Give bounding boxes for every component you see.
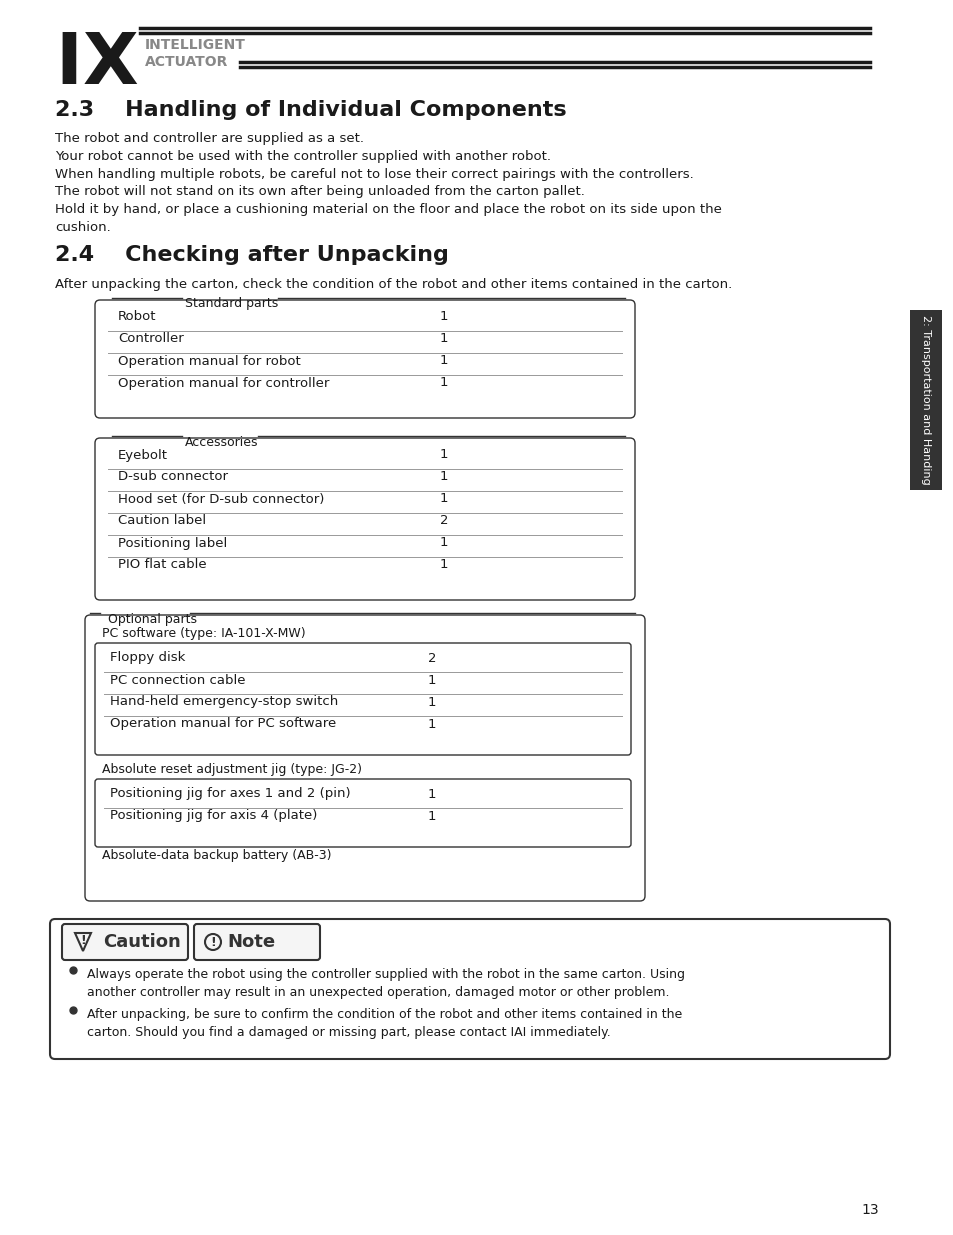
Text: Operation manual for PC software: Operation manual for PC software <box>110 718 335 730</box>
Text: PIO flat cable: PIO flat cable <box>118 558 207 572</box>
FancyBboxPatch shape <box>95 779 630 847</box>
Text: After unpacking, be sure to confirm the condition of the robot and other items c: After unpacking, be sure to confirm the … <box>87 1008 681 1039</box>
Text: 1: 1 <box>439 471 448 483</box>
Text: Accessories: Accessories <box>185 436 258 448</box>
Text: Positioning jig for axis 4 (plate): Positioning jig for axis 4 (plate) <box>110 809 317 823</box>
Text: After unpacking the carton, check the condition of the robot and other items con: After unpacking the carton, check the co… <box>55 278 732 291</box>
Text: 1: 1 <box>439 493 448 505</box>
Text: I: I <box>55 30 82 99</box>
Text: Optional parts: Optional parts <box>108 613 196 625</box>
Text: Operation manual for robot: Operation manual for robot <box>118 354 300 368</box>
Text: Hood set (for D-sub connector): Hood set (for D-sub connector) <box>118 493 324 505</box>
FancyBboxPatch shape <box>85 615 644 902</box>
Text: Positioning jig for axes 1 and 2 (pin): Positioning jig for axes 1 and 2 (pin) <box>110 788 351 800</box>
Text: 13: 13 <box>861 1203 878 1216</box>
Text: The robot and controller are supplied as a set.
Your robot cannot be used with t: The robot and controller are supplied as… <box>55 132 693 182</box>
FancyBboxPatch shape <box>50 919 889 1058</box>
Text: Robot: Robot <box>118 310 156 324</box>
Text: 2: 2 <box>428 652 436 664</box>
Text: Operation manual for controller: Operation manual for controller <box>118 377 329 389</box>
Text: Caution: Caution <box>103 932 180 951</box>
Text: Eyebolt: Eyebolt <box>118 448 168 462</box>
Text: 2: Transportation and Handing: 2: Transportation and Handing <box>920 315 930 485</box>
Text: PC software (type: IA-101-X-MW): PC software (type: IA-101-X-MW) <box>102 626 305 640</box>
Text: 1: 1 <box>439 332 448 346</box>
FancyBboxPatch shape <box>193 924 319 960</box>
Text: Positioning label: Positioning label <box>118 536 227 550</box>
Text: Standard parts: Standard parts <box>185 298 278 310</box>
FancyBboxPatch shape <box>95 643 630 755</box>
Text: !: ! <box>210 935 215 948</box>
Text: 1: 1 <box>439 310 448 324</box>
Text: PC connection cable: PC connection cable <box>110 673 245 687</box>
Text: The robot will not stand on its own after being unloaded from the carton pallet.: The robot will not stand on its own afte… <box>55 185 721 233</box>
Text: 1: 1 <box>439 558 448 572</box>
Text: 1: 1 <box>428 673 436 687</box>
Text: Absolute-data backup battery (AB-3): Absolute-data backup battery (AB-3) <box>102 848 331 862</box>
Text: 2.3    Handling of Individual Components: 2.3 Handling of Individual Components <box>55 100 566 120</box>
Text: 1: 1 <box>428 718 436 730</box>
Text: 1: 1 <box>439 377 448 389</box>
Text: 1: 1 <box>439 448 448 462</box>
Text: Controller: Controller <box>118 332 184 346</box>
Text: Always operate the robot using the controller supplied with the robot in the sam: Always operate the robot using the contr… <box>87 968 684 999</box>
Text: X: X <box>83 30 138 99</box>
Text: 1: 1 <box>439 536 448 550</box>
Text: Hand-held emergency-stop switch: Hand-held emergency-stop switch <box>110 695 338 709</box>
Text: D-sub connector: D-sub connector <box>118 471 228 483</box>
FancyBboxPatch shape <box>95 300 635 417</box>
Text: 1: 1 <box>428 695 436 709</box>
Text: Floppy disk: Floppy disk <box>110 652 185 664</box>
Text: !: ! <box>80 935 86 947</box>
Text: Note: Note <box>227 932 274 951</box>
Text: Absolute reset adjustment jig (type: JG-2): Absolute reset adjustment jig (type: JG-… <box>102 762 361 776</box>
Text: 2.4    Checking after Unpacking: 2.4 Checking after Unpacking <box>55 245 449 266</box>
Text: 2: 2 <box>439 515 448 527</box>
FancyBboxPatch shape <box>95 438 635 600</box>
Text: 1: 1 <box>428 788 436 800</box>
Text: INTELLIGENT: INTELLIGENT <box>145 38 246 52</box>
Text: ACTUATOR: ACTUATOR <box>145 56 228 69</box>
Text: 1: 1 <box>428 809 436 823</box>
Text: 1: 1 <box>439 354 448 368</box>
FancyBboxPatch shape <box>909 310 941 490</box>
Text: Caution label: Caution label <box>118 515 206 527</box>
FancyBboxPatch shape <box>62 924 188 960</box>
